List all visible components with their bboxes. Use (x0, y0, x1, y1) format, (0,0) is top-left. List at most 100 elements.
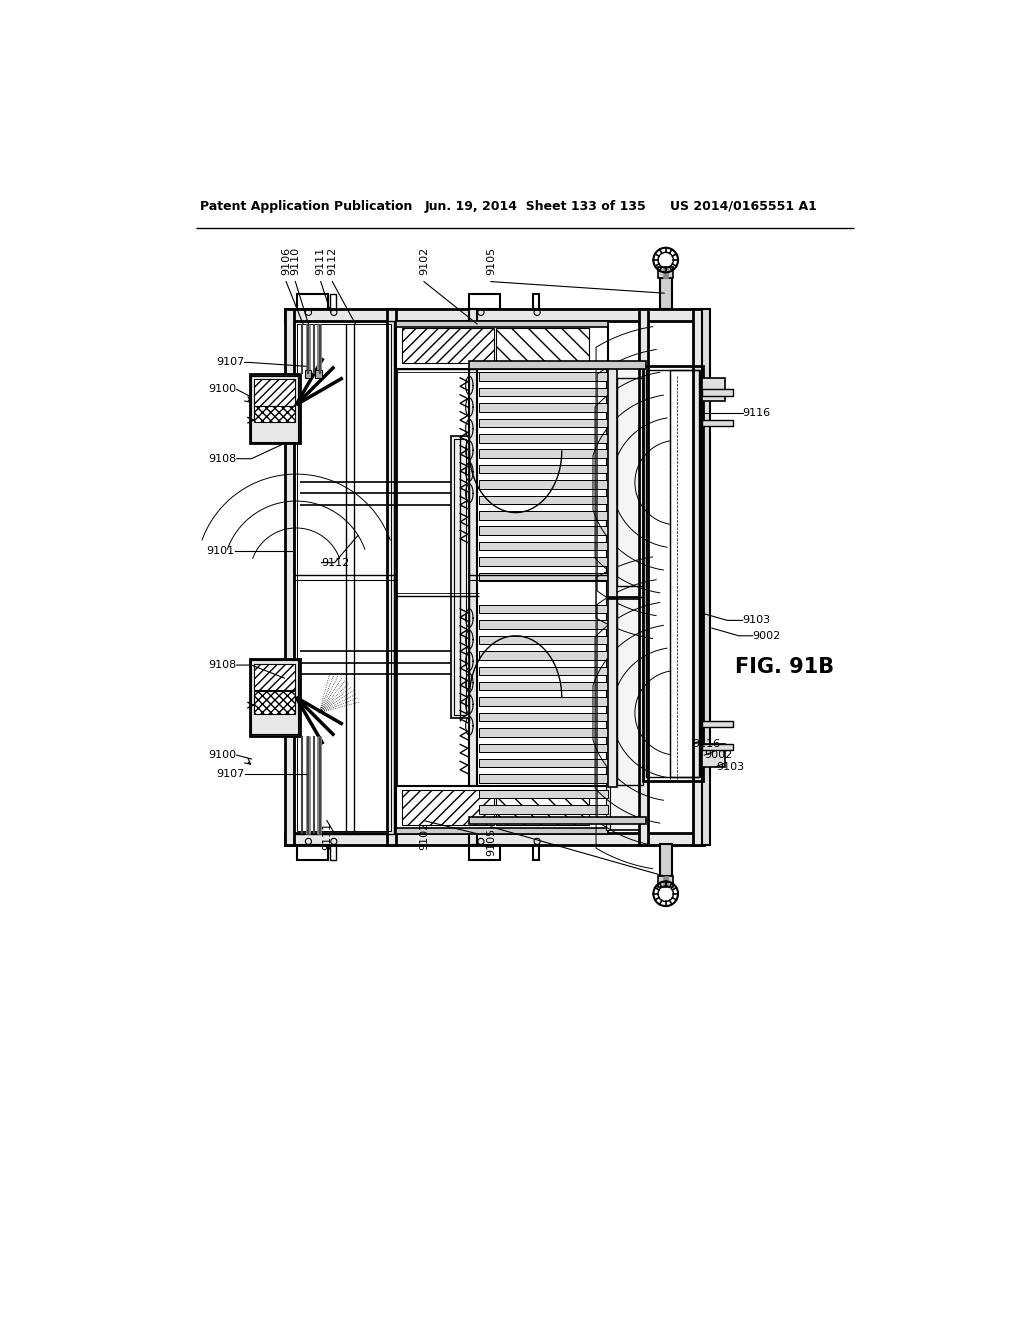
Bar (646, 370, 698, 776)
Text: 9107: 9107 (216, 770, 245, 779)
Bar (701, 309, 710, 845)
Bar (478, 573, 608, 581)
Bar (254, 692, 295, 714)
Bar (254, 664, 295, 690)
Text: 9002: 9002 (705, 750, 732, 760)
Bar (608, 599, 617, 787)
Text: 9110: 9110 (291, 247, 300, 276)
Bar (469, 845, 500, 859)
Text: 9108: 9108 (209, 660, 237, 671)
Bar (478, 511, 608, 520)
Text: US 2014/0165551 A1: US 2014/0165551 A1 (670, 199, 816, 213)
Bar (478, 636, 608, 644)
Bar (478, 449, 608, 458)
Bar (692, 309, 701, 845)
Bar (469, 294, 500, 309)
Bar (701, 743, 733, 750)
Text: 9100: 9100 (209, 750, 237, 760)
Bar (617, 378, 643, 586)
Bar (294, 321, 394, 834)
Text: 9101: 9101 (207, 546, 234, 556)
Bar (659, 845, 672, 876)
Text: 9111: 9111 (322, 822, 332, 850)
Text: 9107: 9107 (216, 358, 245, 367)
Bar (701, 378, 725, 401)
Bar (252, 660, 298, 734)
Text: 9111: 9111 (315, 247, 326, 276)
Bar (297, 294, 328, 309)
Bar (469, 817, 646, 825)
Text: 9102: 9102 (419, 247, 429, 276)
Bar (250, 374, 300, 444)
Bar (658, 876, 674, 887)
Text: 9002: 9002 (753, 631, 781, 640)
Text: 9116: 9116 (742, 408, 771, 417)
Text: 9105: 9105 (486, 247, 496, 276)
Bar (285, 309, 705, 321)
Bar (478, 480, 608, 488)
Bar (396, 321, 608, 327)
Bar (478, 404, 608, 412)
Bar (478, 557, 608, 566)
Bar (297, 845, 328, 859)
Bar (401, 327, 494, 363)
Text: 9100: 9100 (209, 384, 237, 395)
Bar (469, 360, 646, 368)
Bar (497, 327, 589, 363)
Bar (478, 743, 608, 752)
Bar (478, 496, 608, 504)
Text: 9106: 9106 (282, 247, 291, 276)
Text: 9108: 9108 (209, 454, 237, 463)
Bar (478, 605, 608, 614)
Bar (451, 436, 469, 718)
Bar (478, 713, 608, 721)
Bar (643, 367, 702, 780)
Text: 9103: 9103 (742, 615, 771, 626)
Text: 9116: 9116 (692, 739, 721, 748)
Bar (401, 789, 494, 825)
Bar (701, 389, 733, 396)
Bar (617, 597, 643, 785)
Bar (639, 309, 648, 845)
Bar (605, 599, 610, 830)
Bar (478, 805, 608, 813)
Bar (701, 743, 725, 767)
Bar (454, 438, 466, 715)
Bar (478, 418, 608, 428)
Bar (469, 309, 477, 845)
Bar (701, 420, 733, 426)
Bar (396, 785, 608, 830)
Bar (254, 379, 295, 405)
Bar (478, 388, 608, 396)
Bar (252, 375, 298, 442)
Text: 9105: 9105 (486, 829, 496, 857)
Bar (608, 599, 639, 830)
Bar (659, 277, 672, 309)
Bar (497, 789, 589, 825)
Text: 9103: 9103 (716, 762, 743, 772)
Bar (250, 659, 300, 737)
Bar (396, 828, 608, 834)
Bar (478, 682, 608, 690)
Bar (605, 367, 610, 598)
Bar (478, 543, 608, 550)
Bar (478, 667, 608, 675)
Bar (478, 527, 608, 535)
Text: 9112: 9112 (322, 557, 350, 568)
Text: Jun. 19, 2014  Sheet 133 of 135: Jun. 19, 2014 Sheet 133 of 135 (425, 199, 646, 213)
Text: FIG. 91B: FIG. 91B (735, 656, 835, 677)
Bar (534, 294, 540, 309)
Bar (658, 267, 674, 277)
Bar (478, 775, 608, 783)
Bar (254, 407, 295, 422)
Bar (478, 651, 608, 660)
Bar (297, 323, 391, 830)
Text: Patent Application Publication: Patent Application Publication (200, 199, 413, 213)
Bar (534, 845, 540, 859)
Bar (478, 697, 608, 706)
Bar (608, 367, 639, 598)
Bar (285, 833, 705, 845)
Bar (330, 294, 336, 309)
Bar (315, 370, 322, 378)
Bar (387, 309, 396, 845)
